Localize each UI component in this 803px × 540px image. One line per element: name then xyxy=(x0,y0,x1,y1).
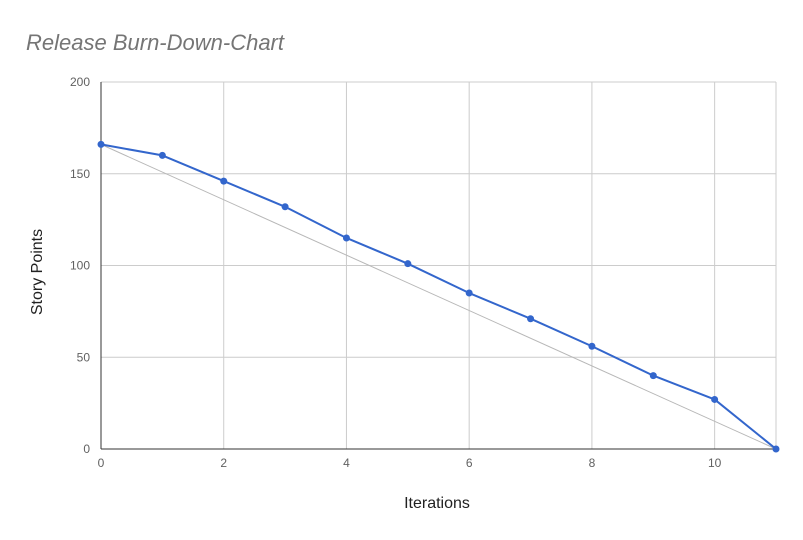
y-tick-label: 200 xyxy=(70,75,90,89)
data-point xyxy=(711,395,719,403)
data-point xyxy=(772,445,780,453)
x-tick-label: 6 xyxy=(466,456,473,470)
actual-line xyxy=(100,143,777,450)
data-point xyxy=(588,342,596,350)
x-tick-label: 2 xyxy=(220,456,227,470)
y-axis-label: Story Points xyxy=(29,229,46,315)
x-tick-label: 10 xyxy=(708,456,722,470)
series-lines xyxy=(100,143,777,450)
data-point xyxy=(281,203,289,211)
data-points xyxy=(97,140,780,453)
data-point xyxy=(97,140,105,148)
y-tick-label: 150 xyxy=(70,167,90,181)
x-tick-label: 0 xyxy=(98,456,105,470)
x-tick-label: 4 xyxy=(343,456,350,470)
data-point xyxy=(158,151,166,159)
data-point xyxy=(527,315,535,323)
x-tick-label: 8 xyxy=(589,456,596,470)
y-tick-label: 50 xyxy=(77,350,91,364)
x-axis-label: Iterations xyxy=(404,495,470,512)
y-tick-label: 0 xyxy=(83,442,90,456)
data-point xyxy=(465,289,473,297)
gridlines xyxy=(101,81,777,449)
data-point xyxy=(404,260,412,268)
ideal-line xyxy=(100,143,777,450)
chart-title: Release Burn-Down-Chart xyxy=(26,30,285,55)
data-point xyxy=(220,177,228,185)
data-point xyxy=(649,372,657,380)
tick-labels: 0 50 100 150 200 0 2 4 6 8 10 xyxy=(70,75,722,470)
data-point xyxy=(342,234,350,242)
y-tick-label: 100 xyxy=(70,259,90,273)
